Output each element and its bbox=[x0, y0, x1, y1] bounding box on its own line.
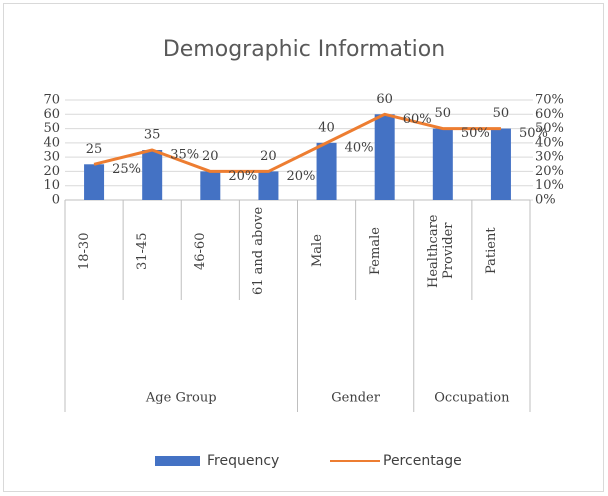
bar-label: 35 bbox=[144, 128, 161, 143]
line-label: 25% bbox=[112, 162, 141, 177]
y2-tick-label: 30% bbox=[535, 150, 564, 165]
group-label: Occupation bbox=[434, 391, 510, 406]
group-label: Age Group bbox=[145, 391, 217, 406]
x-tick-label: 46-60 bbox=[193, 232, 209, 270]
bar-label: 50 bbox=[493, 106, 510, 121]
chart-title: Demographic Information bbox=[163, 37, 445, 62]
bar-label: 20 bbox=[260, 149, 277, 164]
y2-tick-label: 70% bbox=[535, 93, 564, 108]
y-tick-label: 60 bbox=[43, 107, 60, 122]
y-tick-label: 40 bbox=[43, 135, 60, 150]
bar bbox=[142, 150, 163, 200]
x-tick-label: 61 and above bbox=[251, 206, 267, 296]
line-label: 50% bbox=[461, 126, 490, 141]
line-label: 20% bbox=[228, 169, 257, 184]
chart-border bbox=[3, 3, 604, 492]
x-tick-label: Healthcare Provider bbox=[425, 214, 456, 288]
line-label: 40% bbox=[345, 140, 374, 155]
line-label: 20% bbox=[286, 169, 315, 184]
y-tick-label: 0 bbox=[52, 193, 60, 208]
y2-tick-label: 40% bbox=[535, 135, 564, 150]
y-tick-label: 30 bbox=[43, 150, 60, 165]
legend-label: Frequency bbox=[207, 453, 279, 469]
x-tick-label: Male bbox=[309, 234, 325, 268]
x-tick-label: Female bbox=[367, 227, 383, 275]
line-label: 60% bbox=[403, 112, 432, 127]
bar-label: 50 bbox=[435, 106, 452, 121]
legend-swatch bbox=[155, 456, 200, 466]
y-tick-label: 70 bbox=[43, 93, 60, 108]
bar bbox=[84, 164, 105, 200]
y2-tick-label: 60% bbox=[535, 107, 564, 122]
y2-tick-label: 50% bbox=[535, 121, 564, 136]
x-tick-label: Patient bbox=[483, 227, 499, 275]
group-label: Gender bbox=[331, 391, 380, 406]
bar bbox=[258, 171, 279, 200]
bar bbox=[200, 171, 221, 200]
y2-tick-label: 0% bbox=[535, 193, 556, 208]
line-label: 35% bbox=[170, 148, 199, 163]
bar bbox=[374, 114, 395, 200]
line-label: 50% bbox=[519, 126, 548, 141]
line bbox=[93, 112, 501, 173]
bar bbox=[490, 128, 511, 200]
y-tick-label: 50 bbox=[43, 121, 60, 136]
bar-label: 60 bbox=[376, 92, 393, 107]
bar-label: 40 bbox=[318, 120, 335, 135]
bar-label: 25 bbox=[86, 142, 103, 157]
x-tick-label: 31-45 bbox=[135, 232, 151, 270]
y2-tick-label: 20% bbox=[535, 164, 564, 179]
x-tick-label: 18-30 bbox=[77, 232, 93, 270]
legend-label: Percentage bbox=[383, 453, 462, 469]
y-tick-label: 20 bbox=[43, 164, 60, 179]
bar bbox=[432, 128, 453, 200]
bar bbox=[316, 142, 337, 200]
y2-tick-label: 10% bbox=[535, 178, 564, 193]
bar-label: 20 bbox=[202, 149, 219, 164]
y-tick-label: 10 bbox=[43, 178, 60, 193]
